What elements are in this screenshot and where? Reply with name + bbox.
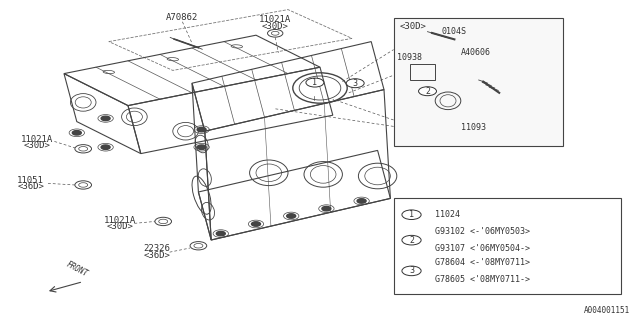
Text: 1: 1 (409, 210, 414, 219)
Text: A40606: A40606 (461, 48, 491, 57)
Text: <30D>: <30D> (400, 22, 427, 31)
Text: <36D>: <36D> (143, 251, 170, 260)
Text: 11024: 11024 (435, 210, 460, 219)
Circle shape (402, 210, 421, 220)
Text: <30D>: <30D> (107, 222, 134, 231)
Text: 0104S: 0104S (442, 27, 467, 36)
Text: 10938: 10938 (397, 53, 422, 62)
Text: G93102 <-'06MY0503>: G93102 <-'06MY0503> (435, 227, 530, 236)
Text: <30D>: <30D> (262, 22, 289, 31)
Text: 11021A: 11021A (104, 216, 136, 225)
Circle shape (216, 231, 225, 236)
Circle shape (101, 145, 110, 149)
Text: A70862: A70862 (166, 13, 198, 22)
Circle shape (72, 131, 81, 135)
Text: 11051: 11051 (17, 176, 44, 185)
Circle shape (322, 206, 331, 211)
Circle shape (197, 145, 206, 149)
Text: 22326: 22326 (143, 244, 170, 253)
Circle shape (101, 116, 110, 121)
Text: 11021A: 11021A (259, 15, 291, 24)
Text: A004001151: A004001151 (584, 306, 630, 315)
Text: G93107 <'06MY0504->: G93107 <'06MY0504-> (435, 244, 530, 253)
Circle shape (402, 266, 421, 276)
Bar (394, 198, 621, 294)
Text: 11021A: 11021A (21, 135, 53, 144)
Circle shape (287, 214, 296, 218)
Text: G78604 <-'08MY0711>: G78604 <-'08MY0711> (435, 258, 530, 267)
Circle shape (252, 222, 260, 226)
Text: 3: 3 (409, 266, 414, 276)
Circle shape (357, 199, 366, 203)
Text: <36D>: <36D> (17, 182, 44, 191)
Circle shape (402, 236, 421, 245)
Text: <30D>: <30D> (24, 141, 51, 150)
Text: 3: 3 (353, 79, 358, 88)
Circle shape (346, 79, 364, 88)
Circle shape (419, 87, 436, 96)
Bar (394, 18, 563, 146)
Text: FRONT: FRONT (65, 260, 89, 279)
Text: 11093: 11093 (461, 123, 486, 132)
Text: 2: 2 (409, 236, 414, 245)
Circle shape (306, 78, 324, 87)
Circle shape (197, 127, 206, 132)
Text: G78605 <'08MY0711->: G78605 <'08MY0711-> (435, 275, 530, 284)
Text: 2: 2 (425, 87, 430, 96)
Text: 1: 1 (312, 78, 317, 87)
